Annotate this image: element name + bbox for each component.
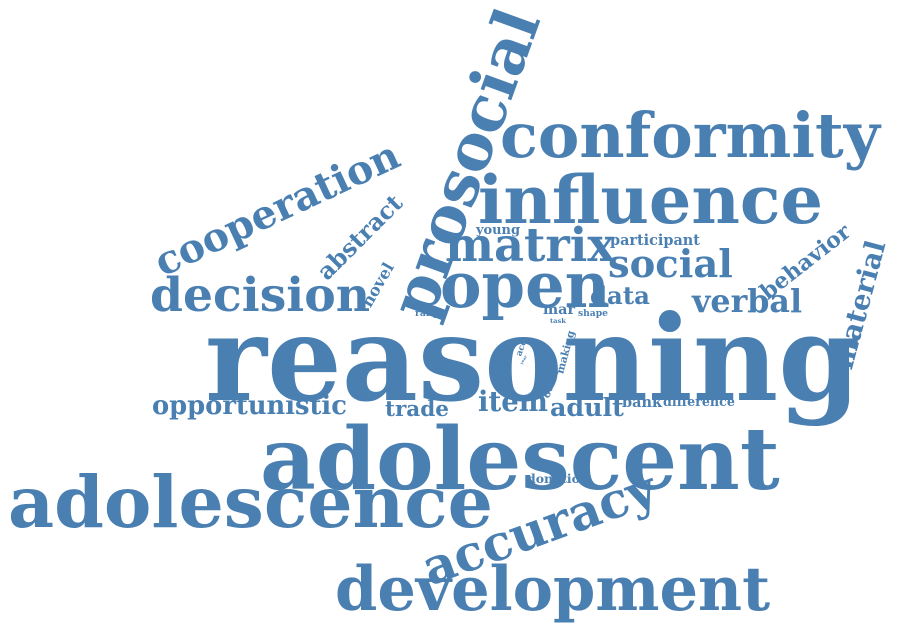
word-young: young <box>476 222 521 238</box>
word-adult: adult <box>550 391 624 422</box>
word-range: range <box>415 307 445 319</box>
word-donation: donation <box>527 470 589 486</box>
word-influence: influence <box>478 159 823 239</box>
word-conformity: conformity <box>500 98 880 172</box>
word-development: development <box>335 554 771 625</box>
word-bank: bank <box>622 393 662 411</box>
word-adolescence: adolescence <box>8 460 493 544</box>
word-adolescent: adolescent <box>260 409 780 510</box>
word-difference: difference <box>663 394 735 409</box>
word-data: data <box>590 281 650 310</box>
word-opportunistic: opportunistic <box>152 391 347 421</box>
word-participant: participant <box>610 231 700 249</box>
word-social: social <box>608 241 733 287</box>
word-reasoning: reasoning <box>205 290 861 428</box>
word-verbal: verbal <box>692 282 802 320</box>
word-item: item <box>478 386 548 418</box>
word-decision: decision <box>150 267 371 323</box>
word-shape: shape <box>578 307 608 319</box>
word-matrix: matrix <box>445 217 616 272</box>
word-mar: mar <box>543 302 575 318</box>
word-task: task <box>550 317 566 325</box>
word-open: open <box>440 248 610 322</box>
word-trade: trade <box>385 396 449 422</box>
